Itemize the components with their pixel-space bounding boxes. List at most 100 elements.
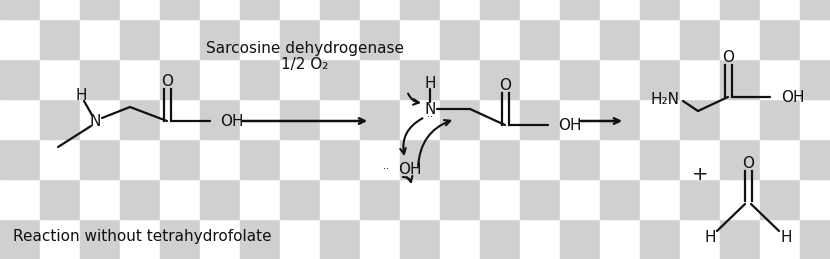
Bar (400, 59, 440, 99)
Bar (760, 99, 800, 139)
Bar (800, 179, 830, 219)
Bar (680, 179, 720, 219)
Text: OH: OH (781, 90, 804, 104)
Text: H: H (76, 89, 87, 104)
Bar (720, 99, 760, 139)
Bar (680, 0, 720, 19)
Bar (760, 219, 800, 259)
Text: O: O (742, 156, 754, 171)
Text: OH: OH (558, 118, 582, 133)
Bar (400, 179, 440, 219)
Bar (240, 99, 280, 139)
Bar (160, 139, 200, 179)
Bar (400, 139, 440, 179)
Bar (640, 99, 680, 139)
Text: H: H (704, 229, 715, 244)
Bar (440, 0, 480, 19)
Bar (160, 179, 200, 219)
Bar (40, 219, 80, 259)
Bar (680, 59, 720, 99)
Bar (240, 59, 280, 99)
Bar (240, 0, 280, 19)
Bar (760, 59, 800, 99)
Bar (160, 0, 200, 19)
Bar (320, 19, 360, 59)
Bar (360, 139, 400, 179)
Bar (600, 59, 640, 99)
Bar (160, 99, 200, 139)
Bar (320, 179, 360, 219)
Bar (40, 0, 80, 19)
Bar (40, 99, 80, 139)
Bar (0, 219, 40, 259)
Bar (760, 0, 800, 19)
Bar (560, 0, 600, 19)
Bar (480, 139, 520, 179)
Bar (80, 19, 120, 59)
Bar (720, 59, 760, 99)
Bar (200, 179, 240, 219)
Bar (80, 0, 120, 19)
Bar (720, 219, 760, 259)
Bar (0, 139, 40, 179)
Bar (600, 139, 640, 179)
Bar (440, 179, 480, 219)
Bar (600, 219, 640, 259)
Bar (600, 0, 640, 19)
Bar (280, 19, 320, 59)
Bar (80, 139, 120, 179)
Text: N: N (424, 102, 436, 117)
Bar (720, 139, 760, 179)
Text: H: H (424, 76, 436, 91)
Bar (640, 219, 680, 259)
Bar (520, 219, 560, 259)
Bar (320, 139, 360, 179)
Bar (800, 19, 830, 59)
Text: H: H (780, 229, 792, 244)
Bar (40, 19, 80, 59)
Bar (520, 19, 560, 59)
Bar (720, 0, 760, 19)
Bar (80, 99, 120, 139)
Bar (680, 19, 720, 59)
Bar (480, 59, 520, 99)
Bar (320, 219, 360, 259)
Bar (80, 219, 120, 259)
Bar (480, 99, 520, 139)
Text: 1/2 O₂: 1/2 O₂ (281, 57, 329, 73)
Bar (400, 19, 440, 59)
Bar (120, 19, 160, 59)
Bar (480, 19, 520, 59)
Bar (80, 179, 120, 219)
Bar (720, 179, 760, 219)
Bar (560, 59, 600, 99)
Bar (360, 179, 400, 219)
Bar (280, 59, 320, 99)
Bar (400, 99, 440, 139)
Bar (160, 19, 200, 59)
Bar (120, 179, 160, 219)
Bar (800, 59, 830, 99)
Text: OH: OH (220, 113, 243, 128)
Bar (280, 139, 320, 179)
Bar (400, 0, 440, 19)
Bar (760, 179, 800, 219)
Bar (760, 19, 800, 59)
Text: ··: ·· (427, 112, 433, 122)
Bar (240, 139, 280, 179)
Bar (520, 59, 560, 99)
Bar (440, 99, 480, 139)
Bar (0, 19, 40, 59)
Bar (760, 139, 800, 179)
Bar (40, 139, 80, 179)
Bar (520, 179, 560, 219)
Bar (120, 219, 160, 259)
Bar (200, 0, 240, 19)
Bar (480, 0, 520, 19)
Bar (120, 0, 160, 19)
Bar (280, 219, 320, 259)
Bar (680, 99, 720, 139)
Text: O: O (722, 51, 734, 66)
Bar (280, 0, 320, 19)
Text: Reaction without tetrahydrofolate: Reaction without tetrahydrofolate (12, 229, 271, 244)
